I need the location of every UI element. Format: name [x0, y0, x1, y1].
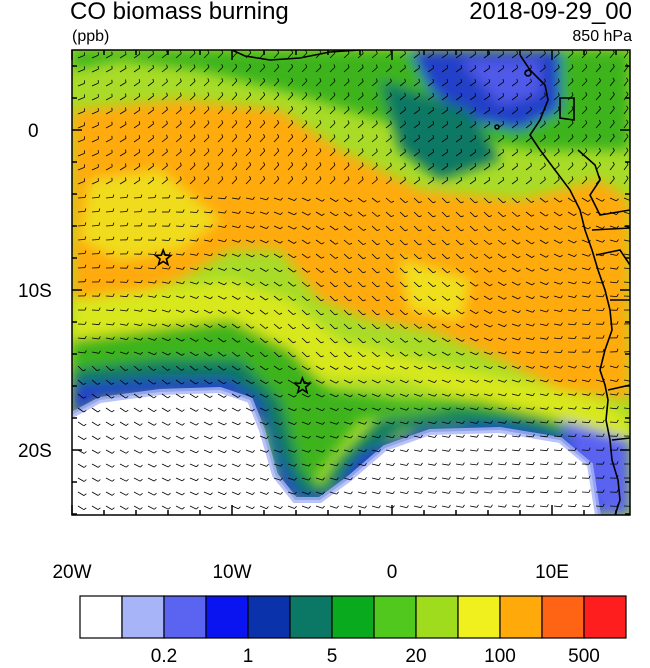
- colorbar-swatch: [458, 596, 500, 638]
- lon-tick-20w: 20W: [52, 562, 91, 583]
- colorbar-swatch: [164, 596, 206, 638]
- lat-tick-20s: 20S: [18, 441, 52, 462]
- colorbar-label: 100: [484, 646, 516, 668]
- lon-tick-10w: 10W: [212, 562, 251, 583]
- lat-tick-0: 0: [28, 121, 39, 142]
- colorbar-swatch: [80, 596, 122, 638]
- colorbar-label: 1: [243, 646, 254, 668]
- colorbar-label: 0.2: [151, 646, 177, 668]
- colorbar-swatch: [206, 596, 248, 638]
- colorbar-swatch: [290, 596, 332, 638]
- lat-tick-10s: 10S: [18, 281, 52, 302]
- colorbar-swatch: [584, 596, 626, 638]
- map-panel: 0 10S 20S 20W 10W 0 10E: [0, 0, 650, 590]
- colorbar-swatch: [542, 596, 584, 638]
- colorbar-swatch: [122, 596, 164, 638]
- co-concentration-field: [72, 50, 633, 515]
- colorbar-swatch: [374, 596, 416, 638]
- colorbar-swatch: [248, 596, 290, 638]
- colorbar-swatch: [416, 596, 458, 638]
- colorbar-swatch: [500, 596, 542, 638]
- colorbar: [78, 594, 628, 640]
- lon-tick-10e: 10E: [535, 562, 569, 583]
- colorbar-label: 500: [568, 646, 600, 668]
- colorbar-swatch: [332, 596, 374, 638]
- colorbar-label: 5: [327, 646, 338, 668]
- colorbar-label: 20: [405, 646, 426, 668]
- lon-tick-0: 0: [387, 562, 398, 583]
